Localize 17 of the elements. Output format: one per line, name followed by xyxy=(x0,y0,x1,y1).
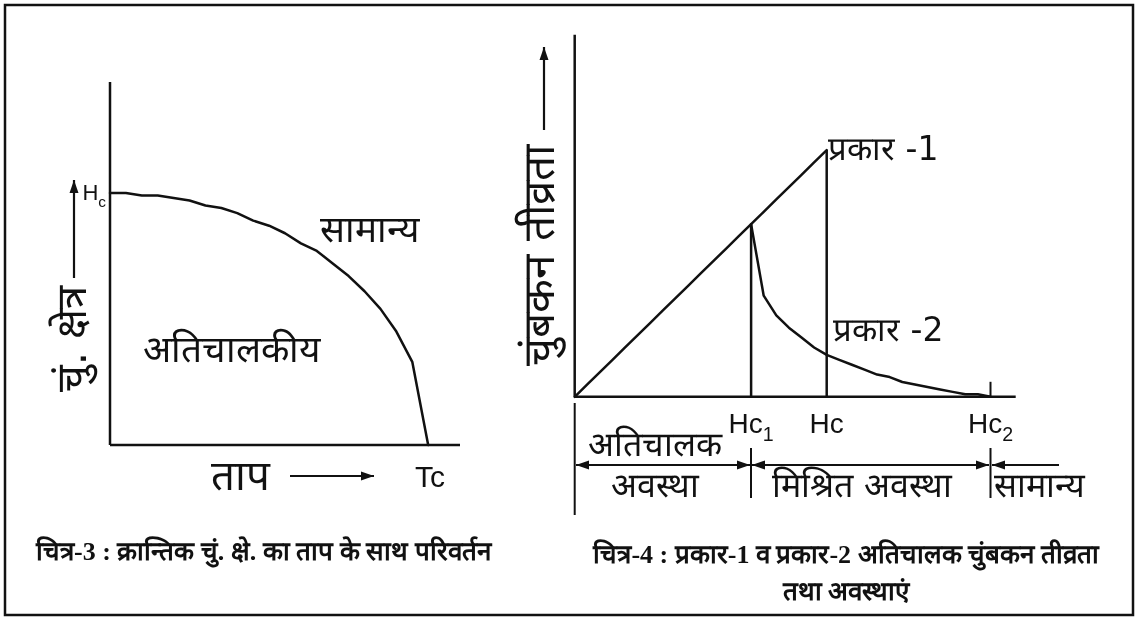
x-tick-label: Hc xyxy=(809,407,844,439)
text: चित्र-3 : क्रान्तिक चुं. क्षे. का ताप के साथ परिवर्तन xyxy=(35,536,493,568)
y-axis-title: चुं. क्षेत्र xyxy=(47,284,98,393)
text: Tc xyxy=(415,460,445,493)
annotation: सामान्य xyxy=(320,208,420,251)
text: H$_{c}$ xyxy=(82,180,107,210)
text: सामान्य xyxy=(994,465,1086,505)
y-axis-title: चुंबकन तीव्रता xyxy=(513,142,566,366)
text: चित्र-4 : प्रकार-1 व प्रकार-2 अतिचालक चुंबकन तीव्रता तथा अवस्थाएं xyxy=(592,539,1100,606)
x-axis-title: ताप xyxy=(210,451,271,500)
text: मिश्रित अवस्था xyxy=(772,465,953,505)
series-label: प्रकार -1 xyxy=(828,129,939,168)
text: अतिचालक अवस्था xyxy=(588,424,723,505)
annotation: अतिचालकीय xyxy=(143,328,321,371)
x-tick-label: Hc$_{2}$ xyxy=(967,407,1014,446)
x-tick-label: Hc$_{1}$ xyxy=(728,407,774,446)
series-label: प्रकार -2 xyxy=(833,310,944,349)
